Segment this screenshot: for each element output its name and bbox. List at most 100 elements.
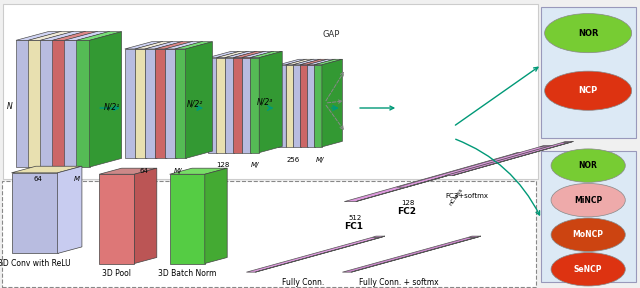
Text: 256: 256	[287, 157, 300, 163]
Polygon shape	[155, 42, 193, 49]
Polygon shape	[28, 32, 74, 40]
Polygon shape	[241, 51, 274, 58]
Text: FC2: FC2	[397, 207, 416, 216]
Text: MiNCP: MiNCP	[574, 196, 602, 205]
Polygon shape	[12, 173, 58, 253]
Polygon shape	[217, 51, 240, 153]
Polygon shape	[99, 174, 134, 264]
Bar	[541, 7, 636, 138]
Text: 3D Conv with ReLU: 3D Conv with ReLU	[0, 259, 71, 268]
Text: N/2²: N/2²	[187, 100, 203, 109]
Circle shape	[551, 253, 625, 286]
Polygon shape	[226, 51, 249, 153]
Polygon shape	[285, 59, 314, 65]
Polygon shape	[293, 59, 314, 147]
Polygon shape	[16, 40, 29, 167]
Polygon shape	[286, 59, 307, 147]
Polygon shape	[241, 58, 251, 153]
Polygon shape	[351, 236, 481, 272]
Polygon shape	[243, 51, 266, 153]
Polygon shape	[225, 58, 234, 153]
Polygon shape	[205, 168, 227, 264]
Polygon shape	[250, 58, 259, 153]
Polygon shape	[285, 65, 293, 147]
Bar	[541, 151, 636, 282]
Text: 128: 128	[401, 200, 414, 206]
Circle shape	[545, 14, 632, 53]
Polygon shape	[76, 40, 90, 167]
Polygon shape	[125, 42, 163, 49]
Polygon shape	[135, 49, 146, 158]
Polygon shape	[233, 51, 266, 58]
Polygon shape	[125, 49, 136, 158]
Text: Fully Conn.: Fully Conn.	[282, 278, 324, 287]
Polygon shape	[278, 59, 307, 65]
Polygon shape	[12, 166, 82, 173]
Polygon shape	[342, 237, 477, 272]
Polygon shape	[170, 174, 205, 264]
Polygon shape	[208, 58, 217, 153]
Polygon shape	[452, 141, 573, 176]
Polygon shape	[513, 153, 529, 154]
Polygon shape	[397, 147, 549, 187]
Polygon shape	[322, 59, 342, 147]
Circle shape	[545, 71, 632, 110]
Text: 64: 64	[34, 176, 43, 182]
Text: FC1: FC1	[344, 222, 364, 231]
Text: 512: 512	[349, 215, 362, 221]
Polygon shape	[307, 65, 315, 147]
Polygon shape	[155, 49, 166, 158]
FancyBboxPatch shape	[2, 181, 536, 287]
Polygon shape	[208, 51, 240, 58]
Polygon shape	[216, 51, 249, 58]
Polygon shape	[64, 40, 77, 167]
Polygon shape	[307, 59, 335, 65]
Polygon shape	[292, 65, 301, 147]
Polygon shape	[29, 32, 61, 167]
Polygon shape	[278, 65, 286, 147]
Polygon shape	[28, 40, 42, 167]
Polygon shape	[42, 32, 74, 167]
Polygon shape	[372, 236, 385, 237]
Circle shape	[551, 183, 625, 217]
Polygon shape	[175, 42, 212, 49]
Polygon shape	[76, 32, 122, 40]
Polygon shape	[314, 59, 342, 65]
Text: Fully Conn. + softmx: Fully Conn. + softmx	[359, 278, 438, 287]
Polygon shape	[300, 59, 328, 65]
Polygon shape	[314, 65, 322, 147]
Polygon shape	[186, 42, 212, 158]
Text: NOR: NOR	[578, 29, 598, 38]
Polygon shape	[90, 32, 122, 167]
Polygon shape	[175, 42, 202, 158]
Polygon shape	[135, 42, 173, 49]
Polygon shape	[175, 49, 186, 158]
Text: 128: 128	[216, 162, 229, 168]
Circle shape	[551, 149, 625, 182]
Polygon shape	[58, 166, 82, 253]
Polygon shape	[52, 40, 65, 167]
Polygon shape	[246, 237, 381, 272]
Polygon shape	[216, 58, 226, 153]
Polygon shape	[251, 51, 274, 153]
Polygon shape	[64, 32, 109, 40]
Polygon shape	[255, 236, 385, 272]
Polygon shape	[301, 59, 321, 147]
Polygon shape	[40, 40, 53, 167]
Polygon shape	[40, 32, 85, 40]
Polygon shape	[250, 51, 282, 58]
Polygon shape	[563, 141, 573, 143]
Polygon shape	[292, 59, 321, 65]
Bar	[3, 4, 538, 179]
Polygon shape	[134, 168, 157, 264]
Text: N: N	[7, 102, 13, 111]
Polygon shape	[259, 51, 282, 153]
Text: MoNCP: MoNCP	[573, 230, 604, 239]
Polygon shape	[234, 51, 257, 153]
Polygon shape	[356, 153, 529, 202]
Polygon shape	[406, 145, 553, 187]
Polygon shape	[145, 49, 156, 158]
Polygon shape	[468, 236, 481, 237]
Text: 64: 64	[140, 168, 148, 175]
Text: N/2³: N/2³	[257, 98, 273, 107]
